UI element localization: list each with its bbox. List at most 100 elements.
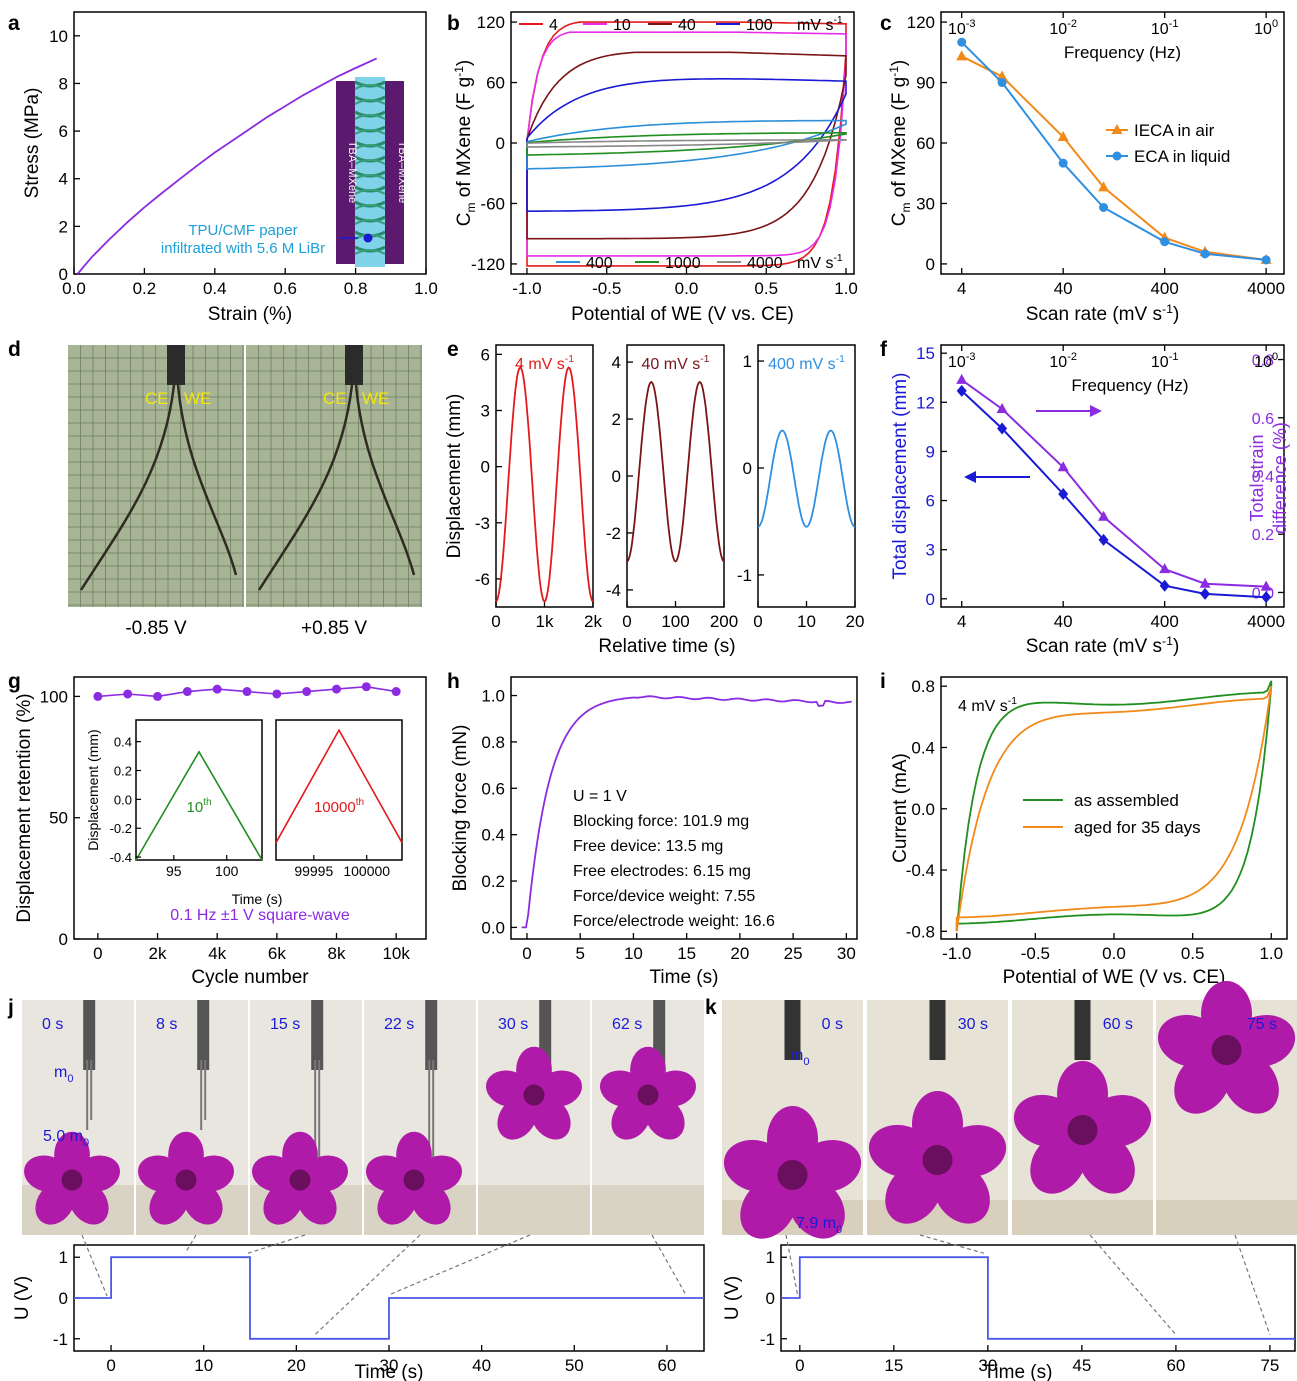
x-tick-label: 0.0	[675, 279, 699, 298]
data-point	[1057, 461, 1069, 472]
legend-label: 400	[586, 255, 613, 272]
x-tick-label: 0	[753, 612, 762, 631]
data-point	[332, 684, 342, 694]
flower-petal	[600, 1070, 646, 1107]
data-point	[1098, 510, 1110, 521]
inset-y-tick-label: -0.4	[110, 850, 132, 865]
mass-label: 5.0 m0	[43, 1128, 89, 1149]
pointer-arrow	[81, 1234, 108, 1297]
flower-petal	[138, 1155, 184, 1192]
callout-dot	[363, 233, 373, 243]
x-tick-label: 40	[1054, 612, 1073, 631]
inset-x-tick-label: 100	[215, 863, 239, 879]
data-point	[1058, 158, 1068, 168]
pointer-arrow	[1089, 1234, 1177, 1336]
annotation-line-1: TPU/CMF paper	[188, 222, 297, 239]
y-tick-label: 30	[916, 194, 935, 213]
series-line	[961, 379, 1267, 588]
flower-center	[523, 1084, 545, 1106]
actuator-strip	[79, 384, 176, 591]
inset-line	[135, 750, 263, 861]
x-tick-label: 8k	[328, 944, 346, 963]
cv-loop-1000	[526, 132, 847, 156]
x-tick-label: 0.8	[344, 279, 368, 298]
y-tick-label: 6	[481, 345, 490, 364]
frequency-tick-label: 100	[1254, 351, 1278, 371]
x-tick-label: 10k	[382, 944, 410, 963]
x-tick-label: 60	[1166, 1356, 1185, 1375]
flower-center	[637, 1084, 659, 1106]
y-tick-label: 60	[916, 134, 935, 153]
x-tick-label: 1k	[536, 612, 554, 631]
x-tick-label: 20	[846, 612, 865, 631]
legend-label: 4	[549, 17, 558, 34]
photo-frame	[592, 1000, 704, 1235]
pointer-arrow	[184, 1234, 197, 1254]
y-tick-label: -1	[737, 566, 752, 585]
y-tick-label: 0	[926, 255, 935, 274]
data-point	[1199, 577, 1211, 588]
series-line	[757, 429, 856, 528]
inset-cycle-label: 10000th	[314, 797, 364, 816]
frequency-tick-label: 10-2	[1049, 351, 1077, 371]
data-point	[996, 70, 1008, 81]
x-tick-label: 0.2	[133, 279, 157, 298]
x-tick-label: 15	[884, 1356, 903, 1375]
y-tick-label: 0	[59, 930, 68, 949]
x-axis-title: Strain (%)	[208, 304, 292, 325]
data-point	[1261, 255, 1271, 265]
flower-petal	[1013, 1094, 1080, 1148]
y-tick-label: -6	[475, 570, 490, 589]
flower-petal	[497, 1096, 537, 1140]
x-tick-label: 20	[730, 944, 749, 963]
x-tick-label: 30	[380, 1356, 399, 1375]
y-axis-title: Displacement (mm)	[444, 394, 465, 559]
data-point	[1160, 237, 1170, 247]
fiber-strand	[354, 249, 386, 255]
photo-floor	[478, 1185, 590, 1235]
subplot-label: 400 mV s-1	[768, 354, 845, 373]
data-point	[997, 422, 1008, 435]
axis-arrow-right-head	[1090, 405, 1102, 417]
y-tick-label: 6	[59, 122, 68, 141]
force-curve	[521, 695, 852, 929]
legend-unit: mV s-1	[797, 253, 843, 272]
x-tick-label: 0	[93, 944, 102, 963]
x-tick-label: 25	[784, 944, 803, 963]
photo-frame	[722, 1000, 863, 1239]
note-line: Blocking force: 101.9 mg	[573, 813, 749, 830]
y-axis-title: Blocking force (mN)	[450, 725, 471, 892]
flower-petal	[263, 1181, 303, 1225]
mass-label: 7.9 m0	[796, 1215, 842, 1236]
data-point	[302, 687, 312, 697]
plot-frame	[780, 1244, 1296, 1352]
panel-letter-g: g	[8, 670, 21, 693]
actuator-strip	[176, 384, 238, 576]
y-tick-label: 0.6	[481, 779, 505, 798]
y-tick-label: -3	[475, 514, 490, 533]
note-line: Free electrodes: 6.15 mg	[573, 863, 751, 880]
flower-petal	[1030, 1132, 1087, 1194]
flower-petal	[486, 1070, 532, 1107]
data-point	[1261, 591, 1272, 604]
photo-frame	[250, 1000, 362, 1235]
flower-petal	[868, 1124, 935, 1178]
cv-loop-4000	[526, 139, 847, 148]
inset-line	[275, 728, 403, 844]
mass-label: m0	[54, 1064, 73, 1085]
flower-center	[403, 1169, 425, 1191]
flower-petal	[740, 1177, 797, 1239]
y-tick-label: 3	[481, 402, 490, 421]
fiber-strand	[354, 129, 386, 135]
x-tick-label: 10	[624, 944, 643, 963]
pointer-arrow	[651, 1234, 686, 1295]
data-point	[212, 684, 222, 694]
data-point	[1159, 563, 1171, 574]
note-line: Force/electrode weight: 16.6	[573, 913, 775, 930]
flower-petal	[723, 1139, 790, 1193]
fiber-strand	[354, 99, 386, 105]
y2-axis-title: Total strain	[1247, 434, 1267, 521]
inset-frame	[275, 719, 403, 861]
y-tick-label: 0	[926, 590, 935, 609]
electrode-right	[385, 81, 404, 264]
